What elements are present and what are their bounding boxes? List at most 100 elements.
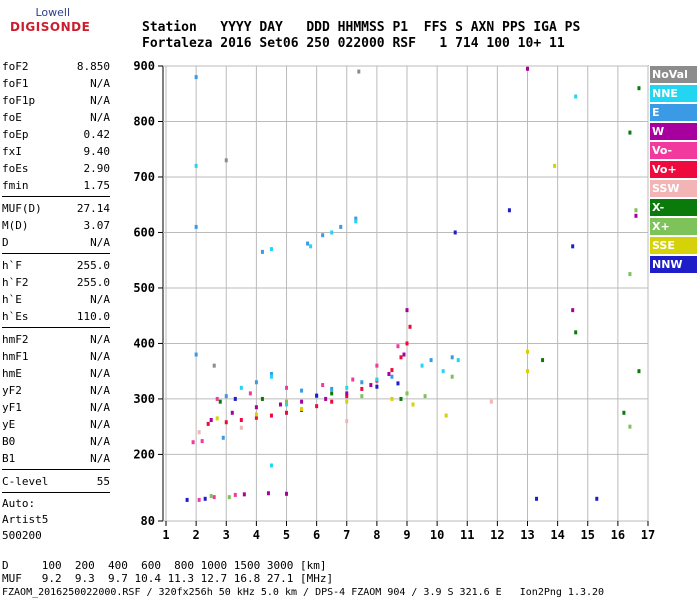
x-tick-label: 6	[313, 528, 320, 542]
param-value: 255.0	[76, 259, 110, 272]
data-point-vo-	[399, 355, 403, 360]
data-point-w	[266, 491, 270, 496]
data-point-w	[345, 391, 349, 396]
data-point-nnw	[396, 381, 400, 386]
data-point-vo-	[206, 421, 210, 426]
data-point-w	[254, 405, 258, 410]
data-point-noval	[357, 69, 361, 74]
data-point-nne	[345, 385, 349, 390]
param-value: N/A	[90, 418, 110, 431]
data-point-w	[526, 66, 530, 71]
legend-item-x-: X-	[650, 199, 697, 216]
data-point-x-	[628, 424, 632, 429]
param-value: 255.0	[76, 276, 110, 289]
x-tick-label: 3	[223, 528, 230, 542]
x-tick-label: 12	[490, 528, 504, 542]
x-tick-label: 7	[343, 528, 350, 542]
data-point-vo-	[285, 385, 289, 390]
autoscaler-name: Artist5	[2, 513, 49, 526]
divider	[2, 327, 110, 328]
param-row: foF1p N/A	[2, 92, 110, 109]
logo-name: DIGISONDE	[10, 20, 91, 34]
data-point-e	[330, 386, 334, 391]
data-point-nne	[194, 163, 198, 168]
data-point-x-	[218, 399, 222, 404]
legend: NoVal NNE E W Vo- Vo+ SSW X- X+ SSE NNW	[650, 66, 697, 275]
data-point-noval	[212, 363, 216, 368]
param-name: hmF1	[2, 350, 29, 363]
legend-item-e: E	[650, 104, 697, 121]
data-point-vo-	[315, 404, 319, 409]
data-point-ssw	[345, 419, 349, 424]
data-point-nne	[309, 244, 313, 249]
x-tick-label: 8	[373, 528, 380, 542]
data-point-w	[571, 308, 575, 313]
data-point-x-	[423, 394, 427, 399]
y-tick-label: 500	[133, 281, 155, 295]
param-row: M(D) 3.07	[2, 217, 110, 234]
data-point-e	[306, 241, 310, 246]
data-point-w	[402, 352, 406, 357]
parameter-panel: foF2 8.850 foF1 N/A foF1p N/A foE N/A foEp 0.…	[2, 58, 110, 544]
data-point-w	[369, 383, 373, 388]
footer-file-info: FZAOM_2016250022000.RSF / 320fx256h 50 k…	[2, 587, 605, 598]
data-point-e	[221, 435, 225, 440]
data-point-e	[300, 388, 304, 393]
footer-muf-row: MUF 9.2 9.3 9.7 10.4 11.3 12.7 16.8 27.1…	[2, 572, 334, 585]
param-row: MUF(D) 27.14	[2, 200, 110, 217]
param-value: 27.14	[76, 202, 110, 215]
data-point-sse	[526, 369, 530, 374]
data-point-x-	[450, 374, 454, 379]
param-row: foE N/A	[2, 109, 110, 126]
data-point-nnw	[507, 208, 511, 213]
data-point-noval	[224, 158, 228, 163]
x-tick-label: 4	[253, 528, 260, 542]
param-row: yF2 N/A	[2, 382, 110, 399]
data-point-x-	[541, 358, 545, 363]
param-value: N/A	[90, 333, 110, 346]
param-group-profile: hmF2 N/A hmF1 N/A hmE N/A yF2 N/A yF1 N/A yE N…	[2, 331, 110, 467]
data-point-vo-	[239, 418, 243, 423]
param-name: h`F	[2, 259, 22, 272]
data-point-x-	[227, 495, 231, 500]
data-point-nnw	[185, 497, 189, 502]
param-name: yF2	[2, 384, 22, 397]
x-tick-label: 2	[193, 528, 200, 542]
param-value: N/A	[90, 384, 110, 397]
data-point-x-	[574, 330, 578, 335]
data-point-ssw	[197, 430, 201, 435]
data-point-vo-	[351, 377, 355, 382]
y-tick-label: 800	[133, 114, 155, 128]
param-name: yE	[2, 418, 16, 431]
param-name: h`Es	[2, 310, 29, 323]
param-row: B0 N/A	[2, 433, 110, 450]
data-point-w	[387, 371, 391, 376]
data-point-x-	[360, 394, 364, 399]
data-point-x-	[634, 208, 638, 213]
data-point-nnw	[595, 496, 599, 501]
data-point-nnw	[571, 244, 575, 249]
data-point-x-	[330, 391, 334, 396]
data-point-x-	[260, 396, 264, 401]
divider	[2, 196, 110, 197]
x-tick-label: 17	[641, 528, 655, 542]
data-point-vo-	[330, 399, 334, 404]
data-point-vo-	[321, 383, 325, 388]
digisonde-logo: Lowell DIGISONDE	[10, 6, 90, 40]
data-point-vo-	[248, 391, 252, 396]
x-tick-label: 9	[403, 528, 410, 542]
param-row: yF1 N/A	[2, 399, 110, 416]
data-point-sse	[526, 349, 530, 354]
param-row: h`F 255.0	[2, 257, 110, 274]
data-point-w	[405, 308, 409, 313]
param-name: foEp	[2, 128, 29, 141]
param-name: fmin	[2, 179, 29, 192]
autoscaler-version: 500200	[2, 529, 42, 542]
data-point-nne	[285, 402, 289, 407]
data-point-x-	[285, 399, 289, 404]
data-point-w	[285, 491, 289, 496]
data-point-e	[269, 371, 273, 376]
param-value: 55	[96, 475, 110, 488]
data-point-e	[429, 358, 433, 363]
data-point-w	[300, 399, 304, 404]
